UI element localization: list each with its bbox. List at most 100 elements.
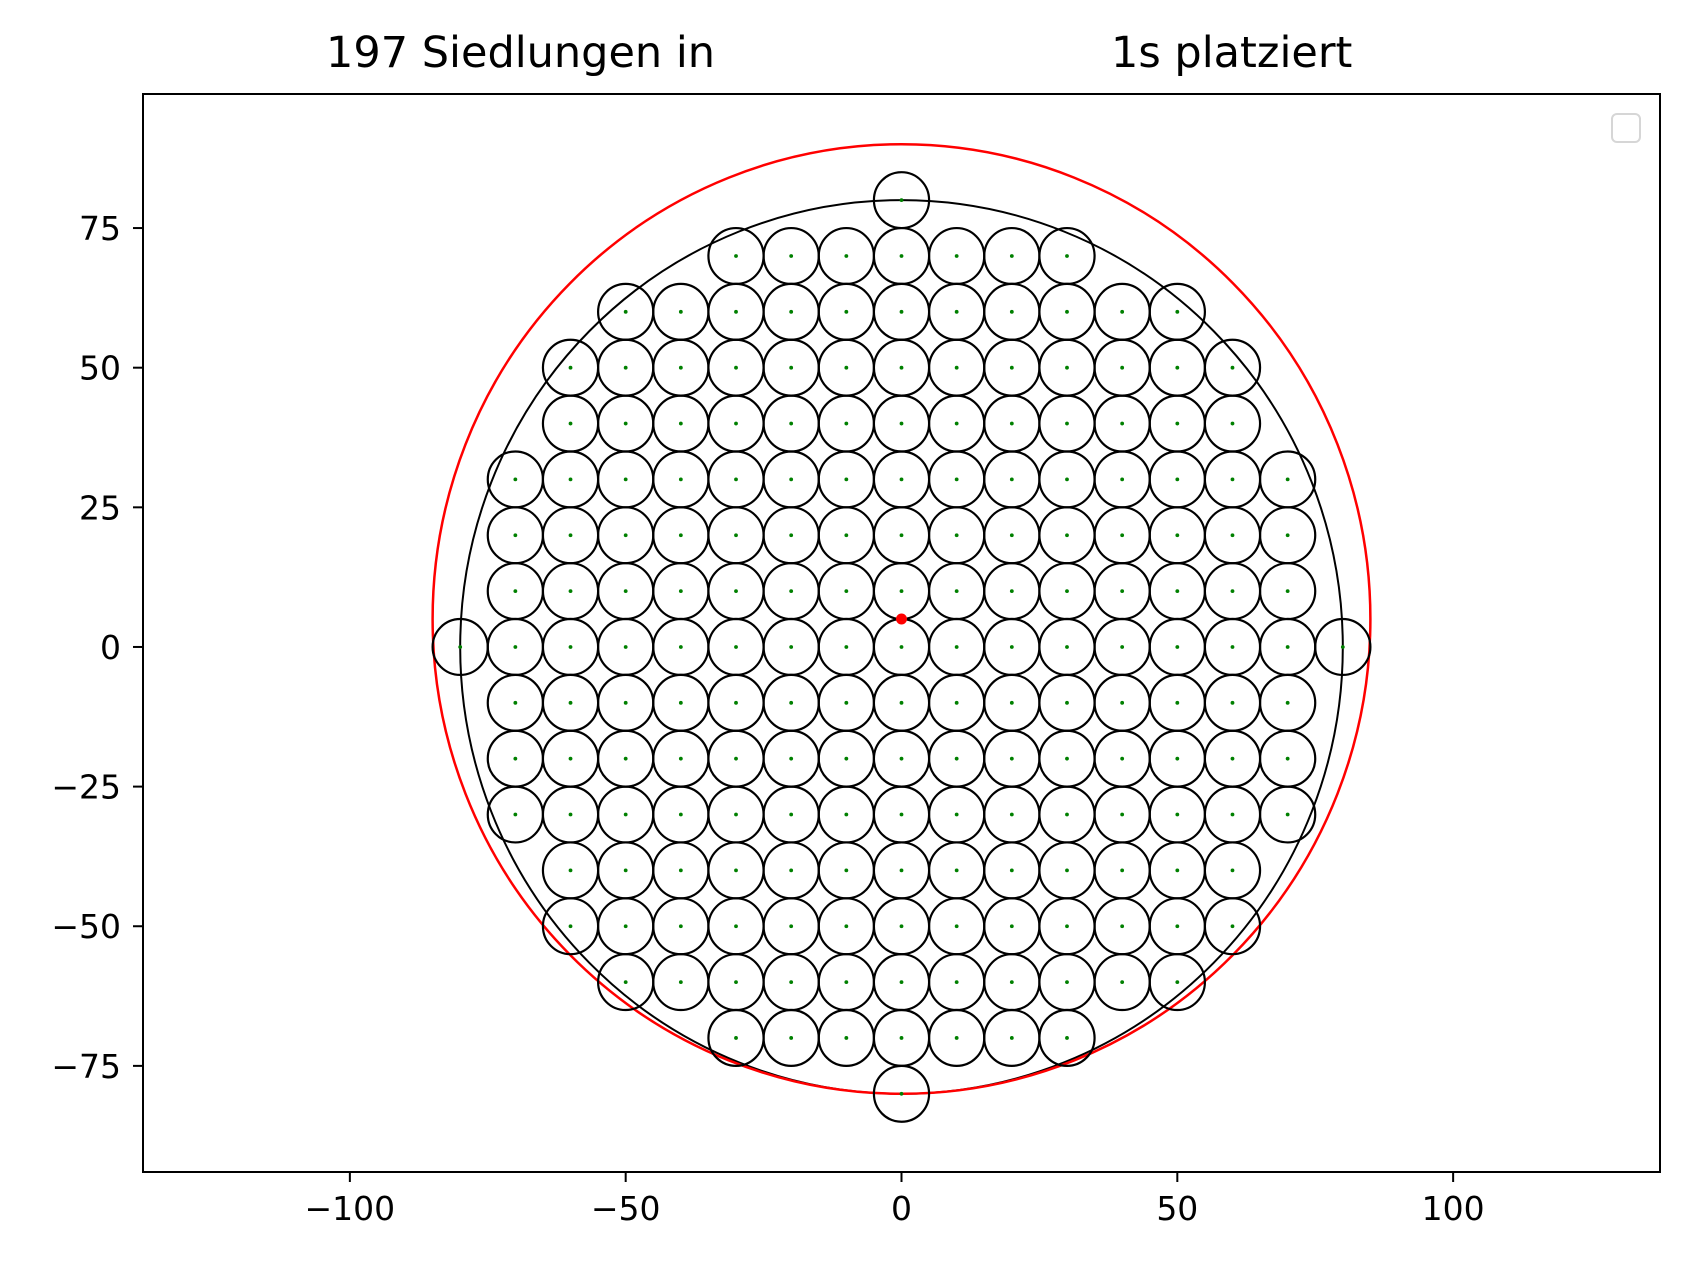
settlement-center-point — [678, 421, 683, 426]
settlement-center-point — [1065, 924, 1069, 929]
settlement-center-point — [568, 365, 573, 370]
settlement-center-point — [954, 756, 959, 761]
settlement-center-point — [734, 868, 738, 873]
settlement-center-point — [678, 756, 683, 761]
settlement-center-point — [678, 980, 683, 984]
y-tick-label: −75 — [51, 1047, 121, 1086]
settlement-circle — [1314, 617, 1372, 676]
settlement-center-point — [1230, 421, 1235, 426]
settlement-center-point — [1009, 868, 1014, 873]
settlement-center-point — [844, 533, 849, 538]
settlement-center-point — [1120, 868, 1125, 873]
settlement-center-point — [844, 924, 849, 929]
settlement-center-point — [1009, 589, 1014, 594]
settlement-center-point — [568, 700, 573, 705]
settlement-center-point — [513, 700, 518, 705]
x-tick-label: 100 — [1422, 1189, 1485, 1228]
settlement-center-point — [1065, 756, 1069, 761]
settlement-center-point — [1285, 812, 1290, 817]
settlement-center-point — [678, 309, 683, 314]
settlement-center-point — [899, 533, 904, 538]
settlement-center-point — [1065, 645, 1069, 649]
settlement-center-point — [513, 756, 518, 761]
settlement-center-point — [568, 589, 573, 594]
settlement-center-point — [678, 868, 683, 873]
settlement-center-point — [1175, 645, 1180, 649]
settlement-center-point — [623, 309, 628, 314]
settlement-center-point — [568, 924, 573, 929]
settlement-center-point — [1009, 812, 1014, 817]
settlement-center-point — [899, 1091, 904, 1096]
chart-title-right: 1s platziert — [1111, 28, 1353, 78]
settlement-circle — [872, 1064, 931, 1123]
settlement-center-point — [1175, 589, 1180, 594]
settlement-center-point — [623, 980, 628, 984]
settlement-center-point — [789, 1036, 794, 1040]
settlement-center-point — [789, 477, 794, 482]
y-tick-label: 50 — [79, 349, 121, 388]
settlement-center-point — [623, 868, 628, 873]
settlement-center-point — [1285, 589, 1290, 594]
settlement-center-point — [1009, 980, 1014, 984]
settlement-center-point — [954, 254, 959, 258]
x-tick-label: −100 — [305, 1189, 396, 1228]
settlement-center-point — [734, 421, 738, 426]
settlement-center-point — [1065, 477, 1069, 482]
settlement-center-point — [734, 812, 738, 817]
settlement-center-point — [568, 421, 573, 426]
settlement-center-point — [844, 365, 849, 370]
settlement-center-point — [899, 1036, 904, 1040]
settlement-center-point — [1230, 365, 1235, 370]
x-tick-label: −50 — [591, 1189, 661, 1228]
settlement-center-point — [1230, 756, 1235, 761]
settlement-center-point — [1065, 812, 1069, 817]
settlement-center-point — [1120, 589, 1125, 594]
settlement-center-point — [623, 365, 628, 370]
settlement-center-point — [1175, 421, 1180, 426]
settlement-center-point — [1065, 1036, 1069, 1040]
settlement-center-point — [623, 477, 628, 482]
settlement-center-point — [568, 812, 573, 817]
settlement-center-point — [1175, 868, 1180, 873]
settlement-center-point — [513, 645, 518, 649]
settlement-center-point — [734, 477, 738, 482]
settlement-center-point — [954, 477, 959, 482]
settlement-center-point — [1120, 645, 1125, 649]
settlement-center-point — [1175, 700, 1180, 705]
settlement-center-point — [623, 589, 628, 594]
settlement-center-point — [789, 924, 794, 929]
settlement-center-point — [844, 589, 849, 594]
settlement-center-point — [1230, 477, 1235, 482]
settlement-center-point — [844, 868, 849, 873]
settlement-center-point — [734, 309, 738, 314]
settlement-center-point — [789, 700, 794, 705]
settlement-center-point — [568, 477, 573, 482]
settlement-center-point — [1230, 868, 1235, 873]
settlement-center-point — [1175, 365, 1180, 370]
settlement-center-point — [789, 812, 794, 817]
settlement-center-point — [899, 924, 904, 929]
settlement-center-point — [1230, 589, 1235, 594]
settlement-center-point — [1065, 533, 1069, 538]
settlement-center-point — [623, 812, 628, 817]
settlement-center-point — [568, 645, 573, 649]
settlement-center-point — [954, 645, 959, 649]
settlement-center-point — [844, 254, 849, 258]
settlement-center-point — [899, 421, 904, 426]
settlement-center-point — [1285, 533, 1290, 538]
y-tick-label: 75 — [79, 209, 121, 248]
settlement-center-point — [1009, 533, 1014, 538]
settlement-center-point — [1285, 645, 1290, 649]
settlement-center-point — [734, 254, 738, 258]
settlement-center-point — [1120, 477, 1125, 482]
settlement-center-point — [844, 700, 849, 705]
settlement-center-point — [1175, 812, 1180, 817]
settlement-circle — [1258, 785, 1317, 844]
settlement-center-point — [1009, 421, 1014, 426]
settlement-center-point — [623, 700, 628, 705]
settlement-center-point — [734, 756, 738, 761]
y-axis: 75 50 25 0 −25 −50 −75 — [51, 209, 143, 1086]
settlement-center-point — [513, 812, 518, 817]
settlement-center-point — [734, 645, 738, 649]
settlement-center-point — [954, 309, 959, 314]
